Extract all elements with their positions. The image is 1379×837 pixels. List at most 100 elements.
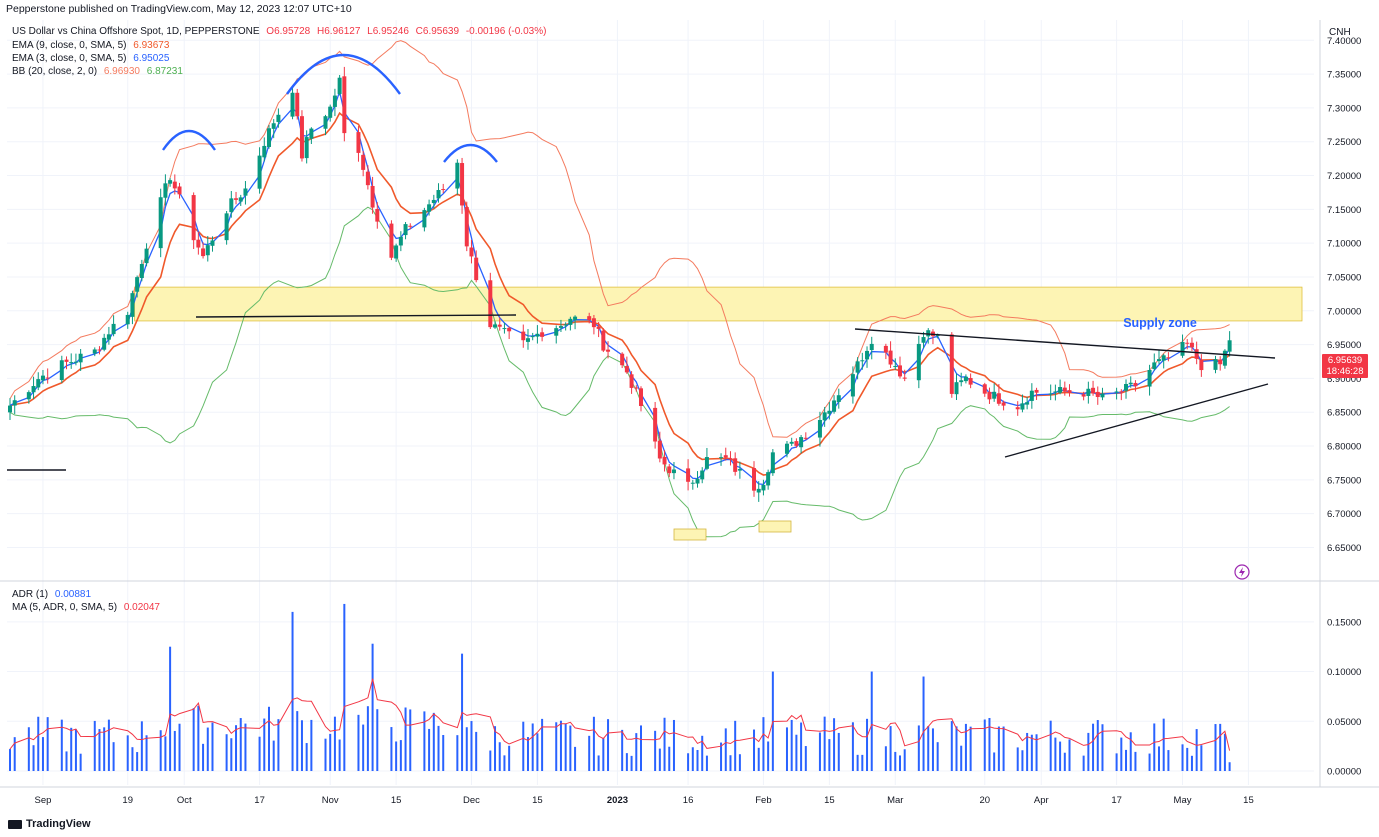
candle-body <box>59 360 64 381</box>
adr-bar <box>597 755 600 771</box>
candle-body <box>64 359 69 362</box>
x-tick-label: Apr <box>1034 795 1049 806</box>
candle-body <box>40 375 45 381</box>
candle-body <box>177 186 182 195</box>
legend-ema3-row[interactable]: EMA (3, close, 0, SMA, 5) 6.95025 <box>12 53 173 64</box>
candle-body <box>1067 390 1072 393</box>
candle-body <box>822 412 827 421</box>
adr-bar <box>1092 723 1095 771</box>
candle-body <box>700 470 705 480</box>
adr-bar <box>696 749 699 771</box>
adr-bar <box>960 745 963 771</box>
adr-bar <box>366 706 369 771</box>
x-tick-label: 20 <box>979 795 990 806</box>
candle-body <box>8 405 12 413</box>
adr-bar <box>757 747 760 771</box>
candle-body <box>332 95 337 107</box>
legend-bb-row[interactable]: BB (20, close, 2, 0) 6.96930 6.87231 <box>12 66 187 77</box>
adr-bar <box>442 735 445 771</box>
adr-bar <box>1049 720 1052 771</box>
candle-body <box>723 455 728 458</box>
candle-body <box>601 330 606 351</box>
candle-body <box>992 391 997 399</box>
adr-bar <box>428 728 431 771</box>
adr-bar <box>936 742 939 771</box>
adr-bar <box>230 738 233 771</box>
adr-bar <box>362 724 365 771</box>
adr-bar <box>988 717 991 771</box>
adr-bar <box>263 718 266 771</box>
candle-body <box>799 437 804 448</box>
legend-adr-row[interactable]: ADR (1) 0.00881 <box>12 589 95 600</box>
adr-bar <box>103 727 106 771</box>
adr-bar <box>399 740 402 771</box>
ascending-trendline <box>1004 383 1269 458</box>
descending-trendline <box>854 328 1276 359</box>
candle-body <box>45 377 50 379</box>
candle-body <box>690 482 695 484</box>
candle-body <box>827 410 832 414</box>
adr-bar <box>621 729 624 771</box>
adr-bar <box>969 726 972 771</box>
x-tick-label: May <box>1174 795 1192 806</box>
adr-bar <box>541 718 544 771</box>
x-tick-label: 15 <box>824 795 835 806</box>
adr-bar <box>898 755 901 771</box>
adr-bar <box>866 718 869 771</box>
adr-bar <box>60 719 63 771</box>
adr-bar <box>1186 747 1189 771</box>
adr-bar <box>823 716 826 771</box>
legend-ema9-row[interactable]: EMA (9, close, 0, SMA, 5) 6.93673 <box>12 40 173 51</box>
candle-body <box>106 334 111 340</box>
candle-body <box>1128 382 1133 385</box>
candle-body <box>733 458 738 472</box>
adr-bar <box>1030 734 1033 771</box>
candle-body <box>1119 391 1124 393</box>
candle-body <box>855 361 860 373</box>
candle-body <box>954 382 959 395</box>
adr-y-tick-label: 0.10000 <box>1327 667 1361 678</box>
candle-body <box>662 456 667 465</box>
adr-bar <box>818 732 821 771</box>
legend-ma-row[interactable]: MA (5, ADR, 0, SMA, 5) 0.02047 <box>12 602 164 613</box>
candle-body <box>789 441 794 444</box>
candle-body <box>1020 403 1025 410</box>
adr-bar <box>465 727 468 771</box>
candle-body <box>497 324 502 327</box>
footer-brand[interactable]: TradingView <box>8 818 91 830</box>
adr-bar <box>300 720 303 771</box>
adr-bar <box>903 749 906 771</box>
adr-bar <box>931 728 934 771</box>
supply-zone <box>134 286 1303 322</box>
adr-bar <box>790 719 793 771</box>
y-tick-label: 6.85000 <box>1327 408 1361 419</box>
candle-body <box>869 343 874 351</box>
candle-body <box>893 366 898 368</box>
adr-bar <box>955 726 958 771</box>
candle-body <box>130 293 135 317</box>
adr-bar <box>1026 732 1029 771</box>
candle-body <box>521 331 526 341</box>
adr-bar <box>494 726 497 771</box>
candle-body <box>238 197 243 202</box>
candle-body <box>1185 342 1190 344</box>
adr-y-tick-label: 0.00000 <box>1327 767 1361 778</box>
adr-bar <box>705 755 708 771</box>
adr-bar <box>1059 741 1062 771</box>
adr-bar <box>489 750 492 771</box>
candle-body <box>1199 359 1204 371</box>
candle-body <box>398 236 403 246</box>
x-tick-label: 19 <box>122 795 133 806</box>
candle-body <box>686 468 691 482</box>
adr-bar <box>169 646 172 771</box>
adr-bar <box>1082 755 1085 771</box>
candle-body <box>596 326 601 329</box>
adr-bar <box>753 729 756 771</box>
last-price-value: 6.95639 <box>1327 355 1363 366</box>
candle-body <box>756 488 761 493</box>
ema9-value: 6.93673 <box>133 40 170 51</box>
adr-bar <box>437 725 440 771</box>
ema3-value: 6.95025 <box>133 53 170 64</box>
candle-body <box>36 379 41 388</box>
